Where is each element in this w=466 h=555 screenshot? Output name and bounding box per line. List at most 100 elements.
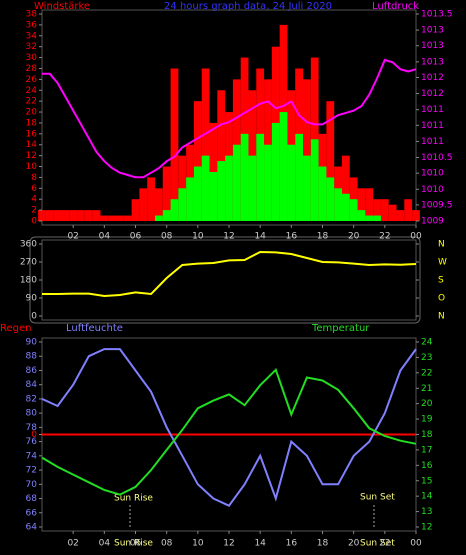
bar [162,166,171,221]
y-tick-label: 20 [421,399,433,409]
bar [232,144,241,221]
y-tick-label: 1011 [421,137,444,147]
x-tick-label: 00 [410,539,422,549]
y-tick-label: 1010 [421,185,444,195]
y-tick-label: 78 [26,423,38,433]
x-tick-label: 08 [161,539,173,549]
y-tick-label: 15 [421,476,432,486]
y-tick-label: 1009 [421,217,444,227]
chart-title: 24 hours graph data, 24 Juli 2020 [164,1,332,12]
y-tick-label: 1013 [421,26,444,36]
y-tick-label: 8 [31,173,37,183]
x-tick-label: 22 [379,232,390,242]
bar [295,133,304,221]
y-tick-label: 24 [421,338,433,348]
x-tick-label: 08 [161,232,173,242]
y-tick-label: 90 [26,294,38,304]
bar [373,215,381,221]
y-tick-label: 66 [26,508,38,518]
bar [108,215,117,221]
y-tick-label: N [438,240,445,250]
bar [69,210,78,221]
y-tick-label: 19 [421,415,433,425]
y-tick-label: N [438,312,445,322]
y-tick-label: 13 [421,507,432,517]
y-tick-label: 72 [26,466,37,476]
bar [310,139,319,221]
y-tick-label: 12 [421,523,432,533]
bar [61,210,70,221]
bar [287,144,296,221]
bar [341,193,350,221]
wind-label: Windstärke [34,1,90,12]
y-tick-label: O [438,294,445,304]
y-tick-label: 2 [31,206,37,216]
bar [412,210,420,221]
y-tick-label: 90 [26,338,38,348]
y-tick-label: 70 [26,480,38,490]
bar [365,188,374,221]
bar [123,215,132,221]
bar [303,155,311,221]
y-tick-label: 0 [31,430,37,440]
x-tick-label: 02 [67,539,78,549]
bar [201,155,210,221]
x-tick-label: 16 [286,539,298,549]
line [41,367,417,496]
y-tick-label: 32 [26,42,37,52]
bar [77,210,85,221]
y-tick-label: 30 [26,53,38,63]
bar [154,215,163,221]
temperature-label: Temperatur [311,323,370,334]
bar [186,177,194,221]
x-tick-label: 12 [223,232,234,242]
bar [38,210,46,221]
bar [170,68,179,221]
bar [154,188,163,221]
bar [193,166,202,221]
y-tick-label: W [438,258,447,268]
bar [334,188,342,221]
x-tick-label: 18 [317,232,329,242]
line [41,348,417,507]
y-tick-label: 1013 [421,41,444,51]
y-tick-label: 4 [31,195,37,205]
bar [357,210,366,221]
y-tick-label: 1013 [421,57,444,67]
bar [116,215,124,221]
bar [388,204,397,221]
bar [271,122,280,221]
y-tick-label: 0 [31,312,37,322]
y-tick-label: 28 [26,64,38,74]
y-tick-label: 1012 [421,73,444,83]
bar [45,210,54,221]
y-tick-label: 36 [26,20,38,30]
y-tick-label: 26 [26,75,38,85]
y-tick-label: 22 [26,97,37,107]
x-tick-label: 06 [130,539,142,549]
line [42,250,417,298]
y-tick-label: 6 [31,184,37,194]
y-tick-label: 10 [26,162,38,172]
y-tick-label: 1010.5 [421,153,453,163]
annotation: Sun Rise [114,539,153,549]
y-tick-label: 76 [26,437,38,447]
y-tick-label: 16 [26,129,38,139]
bar [217,161,226,221]
y-tick-label: 86 [26,366,38,376]
bar [84,210,93,221]
y-tick-label: 80 [26,409,38,419]
x-tick-label: 04 [99,539,111,549]
y-tick-label: 74 [26,451,38,461]
bar [131,199,140,221]
annotation: Sun Rise [114,494,153,504]
y-tick-label: 14 [421,492,433,502]
bar [240,133,249,221]
x-tick-label: 10 [192,232,204,242]
bar [341,155,350,221]
y-tick-label: 88 [26,352,38,362]
y-tick-label: 14 [26,140,38,150]
bar [139,188,148,221]
